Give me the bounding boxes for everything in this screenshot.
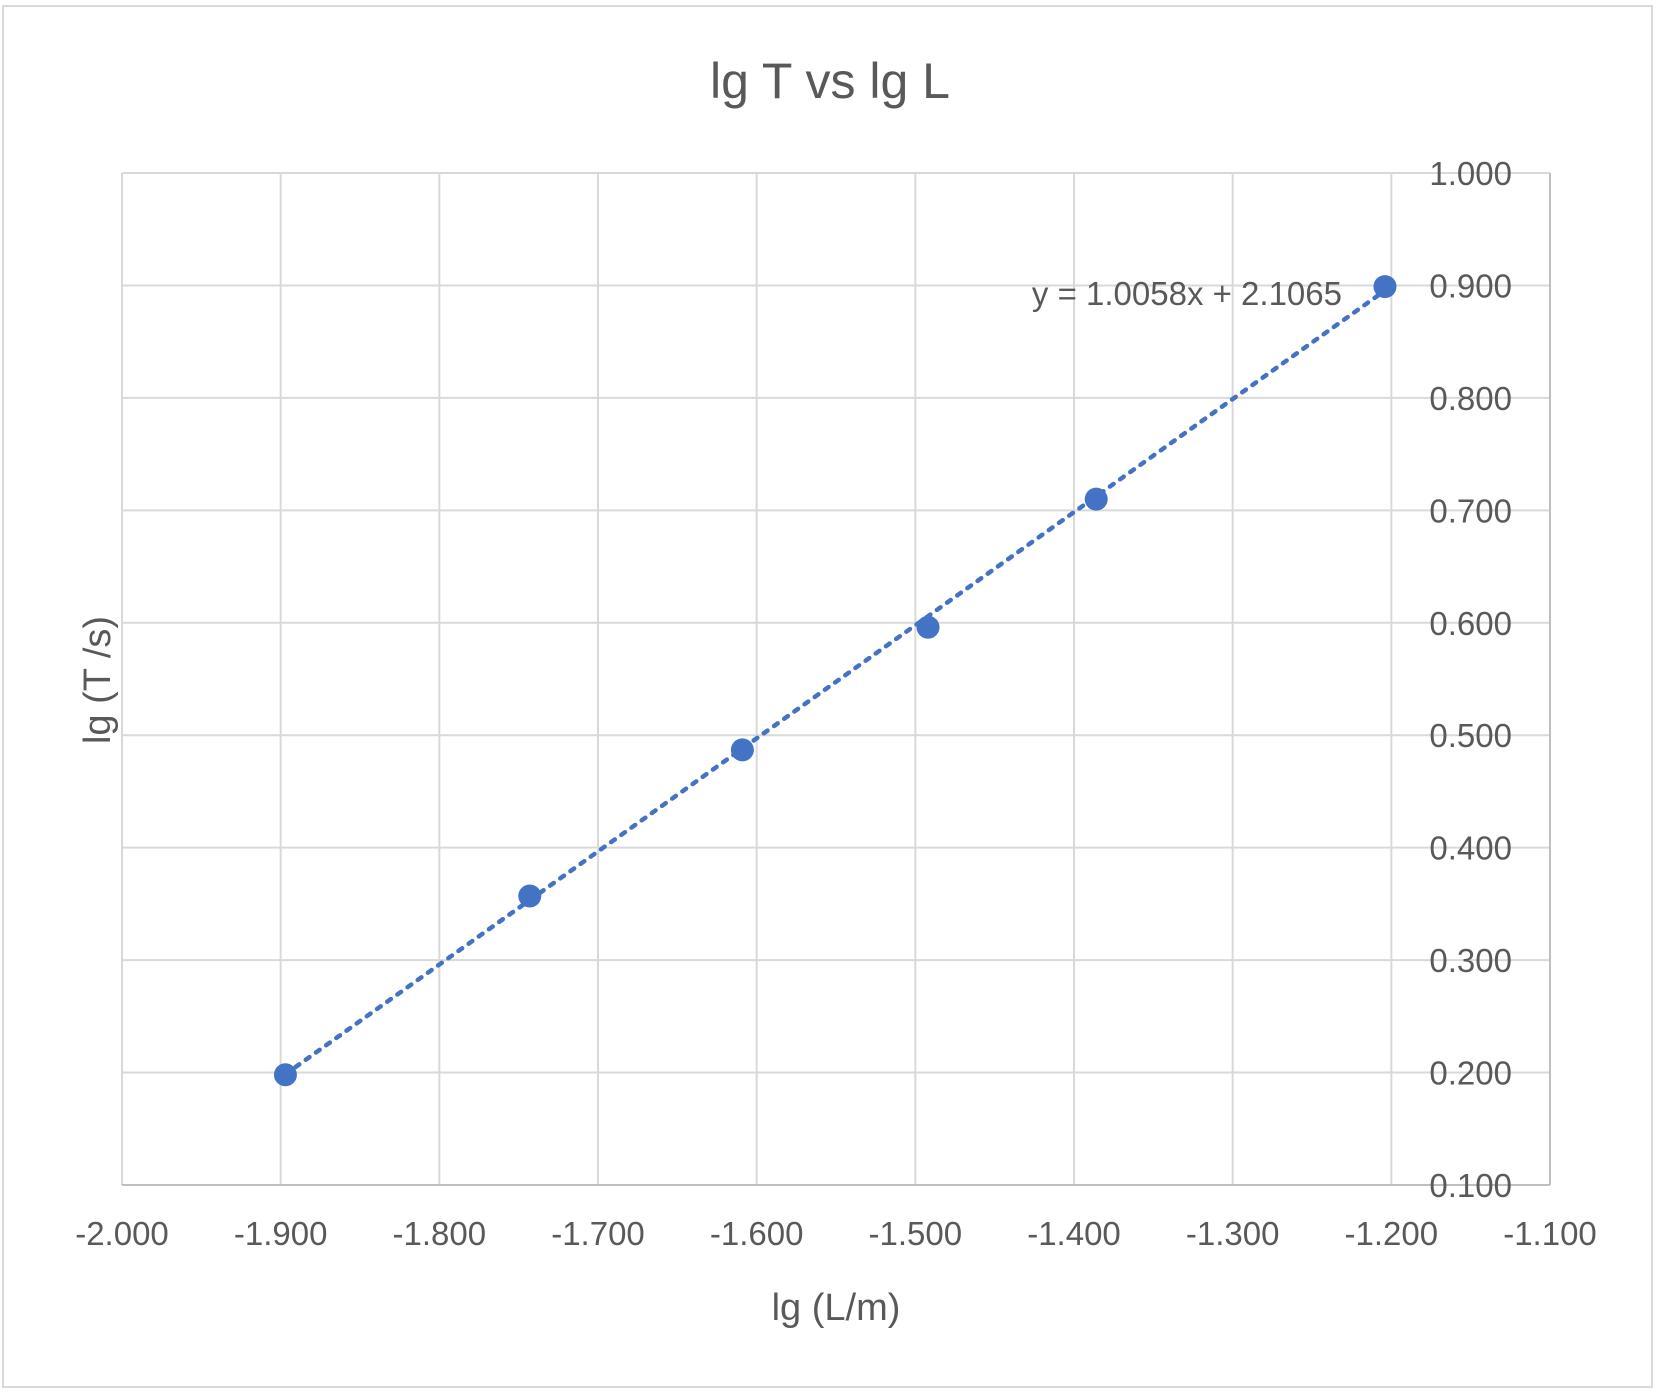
y-tick-label: 1.000	[1429, 155, 1512, 192]
x-tick-label: -1.700	[551, 1215, 645, 1252]
y-tick-label: 0.300	[1429, 942, 1512, 979]
data-point	[730, 738, 754, 762]
data-point	[518, 884, 542, 908]
x-tick-label: -1.800	[393, 1215, 487, 1252]
y-tick-label: 0.500	[1429, 717, 1512, 754]
y-tick-label: 0.900	[1429, 267, 1512, 304]
y-tick-label: 0.100	[1429, 1167, 1512, 1204]
y-tick-label: 0.200	[1429, 1055, 1512, 1092]
data-point	[273, 1063, 297, 1087]
x-tick-label: -1.900	[234, 1215, 328, 1252]
x-axis-label: lg (L/m)	[772, 1287, 901, 1329]
trendline-equation: y = 1.0058x + 2.1065	[1032, 275, 1342, 312]
x-tick-label: -2.000	[75, 1215, 169, 1252]
y-tick-label: 0.400	[1429, 830, 1512, 867]
y-tick-label: 0.800	[1429, 380, 1512, 417]
data-point	[1373, 275, 1397, 299]
chart-area	[2, 5, 1653, 1388]
y-tick-label: 0.700	[1429, 492, 1512, 529]
x-tick-label: -1.200	[1345, 1215, 1439, 1252]
y-tick-label: 0.600	[1429, 605, 1512, 642]
y-axis-label: lg (T /s)	[77, 616, 119, 744]
x-tick-label: -1.500	[869, 1215, 963, 1252]
x-tick-label: -1.400	[1027, 1215, 1121, 1252]
x-tick-label: -1.600	[710, 1215, 804, 1252]
x-tick-label: -1.100	[1503, 1215, 1597, 1252]
data-point	[916, 615, 940, 639]
data-point	[1084, 487, 1108, 511]
trendline	[283, 288, 1388, 1077]
x-tick-label: -1.300	[1186, 1215, 1280, 1252]
chart-title: lg T vs lg L	[710, 53, 950, 109]
